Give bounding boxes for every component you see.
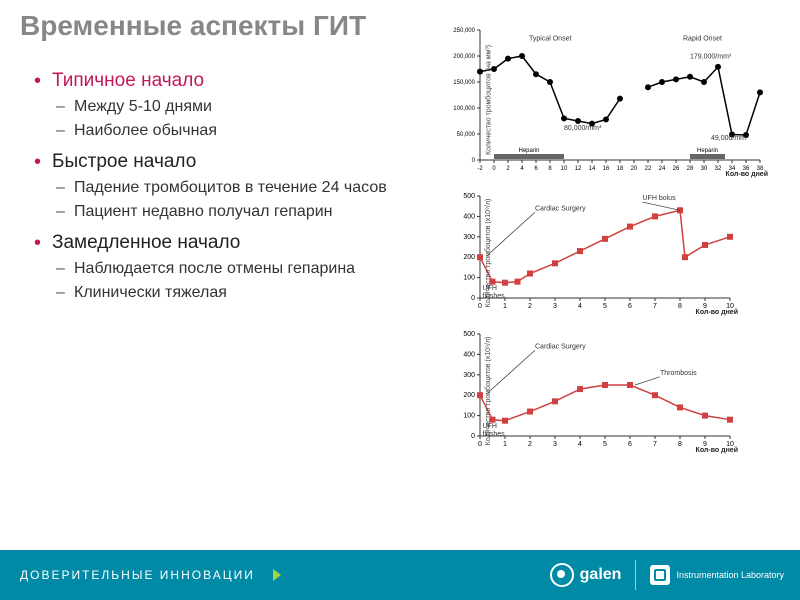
svg-text:0: 0 — [492, 166, 496, 172]
svg-text:Rapid Onset: Rapid Onset — [683, 35, 722, 42]
bullet-label: Типичное начало — [52, 70, 204, 91]
chart-typical-rapid: 050,000100,000150,000200,000250,000-2024… — [440, 20, 770, 180]
svg-text:1: 1 — [503, 303, 507, 310]
svg-text:400: 400 — [463, 213, 475, 220]
svg-text:Heparin: Heparin — [697, 148, 718, 154]
chart3-xlabel: Кол-во дней — [696, 447, 738, 454]
svg-text:49,000/mm³: 49,000/mm³ — [711, 135, 749, 142]
bullet-lvl2: Клинически тяжелая — [52, 282, 410, 304]
svg-text:7: 7 — [653, 303, 657, 310]
bullet-lvl2: Наиболее обычная — [52, 120, 410, 142]
svg-text:200: 200 — [463, 254, 475, 261]
svg-text:18: 18 — [617, 166, 624, 172]
svg-text:4: 4 — [520, 166, 524, 172]
svg-text:250,000: 250,000 — [453, 28, 475, 34]
svg-text:4: 4 — [578, 303, 582, 310]
svg-text:100,000: 100,000 — [453, 106, 475, 112]
svg-text:10: 10 — [561, 166, 568, 172]
chart2-xlabel: Кол-во дней — [696, 309, 738, 316]
svg-text:80,000/mm³: 80,000/mm³ — [564, 125, 602, 132]
svg-text:8: 8 — [678, 441, 682, 448]
bullet-content: Типичное начало Между 5-10 днямиНаиболее … — [30, 60, 410, 304]
svg-text:26: 26 — [673, 166, 680, 172]
chart3-ylabel: Количество тромбоцитов (x10⁹/л) — [485, 337, 492, 446]
bullet-lvl2: Падение тромбоцитов в течение 24 часов — [52, 177, 410, 199]
svg-text:Heparin: Heparin — [518, 148, 539, 154]
svg-text:28: 28 — [687, 166, 694, 172]
slide-title: Временные аспекты ГИТ — [20, 10, 366, 42]
svg-text:20: 20 — [631, 166, 638, 172]
svg-text:0: 0 — [478, 441, 482, 448]
svg-text:6: 6 — [628, 441, 632, 448]
galen-logo: galen — [550, 563, 622, 587]
svg-text:32: 32 — [715, 166, 722, 172]
svg-text:2: 2 — [528, 441, 532, 448]
svg-text:2: 2 — [528, 303, 532, 310]
svg-text:4: 4 — [578, 441, 582, 448]
chart-ufh-bolus: 0100200300400500012345678910Cardiac Surg… — [440, 188, 740, 318]
svg-text:22: 22 — [645, 166, 652, 172]
svg-text:400: 400 — [463, 351, 475, 358]
bullet-lvl1: Замедленное начало Наблюдается после отме… — [30, 232, 410, 303]
svg-text:150,000: 150,000 — [453, 80, 475, 86]
svg-text:300: 300 — [463, 372, 475, 379]
svg-text:500: 500 — [463, 331, 475, 338]
chart1-xlabel: Кол-во дней — [726, 171, 768, 178]
galen-logo-icon — [550, 563, 574, 587]
svg-text:14: 14 — [589, 166, 596, 172]
arrow-icon — [273, 569, 281, 581]
svg-text:100: 100 — [463, 275, 475, 282]
il-logo-icon — [650, 565, 670, 585]
svg-text:6: 6 — [534, 166, 538, 172]
footer-text: ДОВЕРИТЕЛЬНЫЕ ИННОВАЦИИ — [20, 568, 255, 582]
svg-text:Typical Onset: Typical Onset — [529, 35, 571, 42]
svg-text:7: 7 — [653, 441, 657, 448]
il-logo-text: Instrumentation Laboratory — [676, 571, 784, 580]
chart2-ylabel: Количество тромбоцитов (x10⁹/л) — [485, 199, 492, 308]
svg-text:30: 30 — [701, 166, 708, 172]
svg-text:100: 100 — [463, 413, 475, 420]
svg-text:1: 1 — [503, 441, 507, 448]
footer-bar: ДОВЕРИТЕЛЬНЫЕ ИННОВАЦИИ galen Instrument… — [0, 550, 800, 600]
svg-text:3: 3 — [553, 441, 557, 448]
bullet-lvl2: Наблюдается после отмены гепарина — [52, 258, 410, 280]
chart-thrombosis: 0100200300400500012345678910Cardiac Surg… — [440, 326, 740, 456]
svg-text:0: 0 — [471, 295, 475, 302]
svg-text:5: 5 — [603, 303, 607, 310]
bullet-lvl1: Быстрое начало Падение тромбоцитов в тече… — [30, 151, 410, 222]
svg-text:12: 12 — [575, 166, 582, 172]
il-logo: Instrumentation Laboratory — [650, 565, 784, 585]
svg-text:0: 0 — [472, 158, 476, 164]
bullet-label: Замедленное начало — [52, 232, 240, 253]
svg-text:50,000: 50,000 — [457, 132, 476, 138]
chart1-ylabel: Количество тромбоцитов (на мм³) — [486, 45, 493, 155]
bullet-lvl2: Пациент недавно получал гепарин — [52, 201, 410, 223]
svg-text:5: 5 — [603, 441, 607, 448]
svg-text:6: 6 — [628, 303, 632, 310]
galen-logo-text: galen — [580, 566, 622, 584]
logo-divider — [635, 560, 636, 590]
svg-text:500: 500 — [463, 193, 475, 200]
svg-text:UFH bolus: UFH bolus — [643, 195, 677, 202]
svg-text:Cardiac Surgery: Cardiac Surgery — [535, 205, 586, 212]
svg-text:200,000: 200,000 — [453, 54, 475, 60]
svg-text:8: 8 — [548, 166, 552, 172]
svg-text:2: 2 — [506, 166, 510, 172]
svg-text:3: 3 — [553, 303, 557, 310]
svg-text:-2: -2 — [477, 166, 483, 172]
svg-text:300: 300 — [463, 234, 475, 241]
bullet-lvl2: Между 5-10 днями — [52, 96, 410, 118]
svg-text:Cardiac Surgery: Cardiac Surgery — [535, 343, 586, 350]
svg-text:0: 0 — [471, 433, 475, 440]
svg-text:0: 0 — [478, 303, 482, 310]
charts-column: 050,000100,000150,000200,000250,000-2024… — [440, 20, 790, 456]
svg-text:24: 24 — [659, 166, 666, 172]
bullet-lvl1: Типичное начало Между 5-10 днямиНаиболее … — [30, 70, 410, 141]
svg-text:8: 8 — [678, 303, 682, 310]
svg-text:200: 200 — [463, 392, 475, 399]
svg-text:Thrombosis: Thrombosis — [660, 370, 697, 377]
bullet-label: Быстрое начало — [52, 151, 196, 172]
svg-text:179,000/mm³: 179,000/mm³ — [690, 54, 732, 61]
svg-text:16: 16 — [603, 166, 610, 172]
